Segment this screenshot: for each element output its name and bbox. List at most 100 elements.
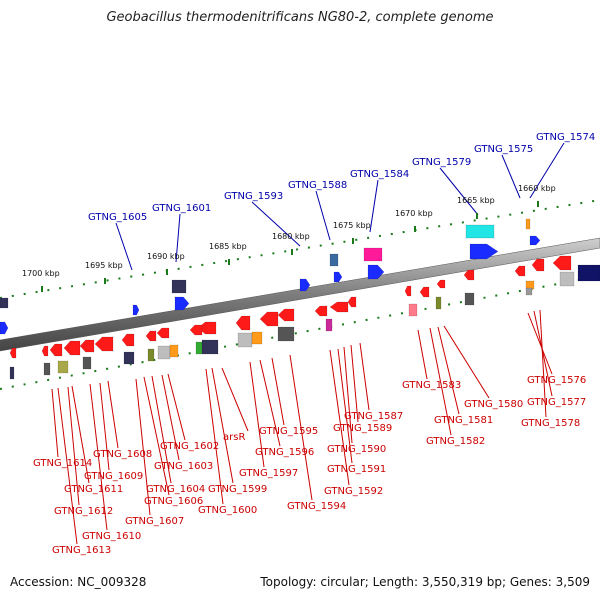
gene-feature[interactable]: [329, 301, 349, 313]
gene-feature[interactable]: [367, 264, 385, 280]
gene-feature[interactable]: [237, 332, 253, 348]
gene-feature[interactable]: [121, 333, 135, 347]
gene-feature[interactable]: [147, 348, 155, 362]
gene-feature[interactable]: [329, 253, 339, 267]
gene-feature[interactable]: [435, 296, 442, 310]
gene-feature[interactable]: [525, 218, 531, 230]
gene-feature[interactable]: [251, 331, 263, 345]
gene-label[interactable]: GTNG_1606: [144, 496, 203, 507]
gene-feature[interactable]: [57, 360, 69, 374]
gene-label[interactable]: GTNG_1611: [64, 484, 123, 495]
gene-label[interactable]: GTNG_1610: [82, 531, 141, 542]
gene-feature[interactable]: [277, 326, 295, 342]
gene-label[interactable]: GTNG_1579: [412, 157, 471, 168]
kbp-tick-label: 1670 kbp: [395, 209, 433, 218]
gene-feature[interactable]: [0, 321, 9, 335]
gene-label[interactable]: GTNG_1607: [125, 516, 184, 527]
gene-label[interactable]: GTNG_1577: [527, 397, 586, 408]
gene-feature[interactable]: [314, 305, 328, 317]
gene-label[interactable]: GTNG_1589: [333, 423, 392, 434]
gene-feature[interactable]: [333, 271, 343, 283]
gene-feature[interactable]: [529, 235, 541, 246]
gene-label[interactable]: GTNG_1600: [198, 505, 257, 516]
gene-feature[interactable]: [9, 347, 17, 359]
gene-feature[interactable]: [408, 303, 418, 317]
gene-feature[interactable]: [201, 339, 219, 355]
gene-feature[interactable]: [169, 344, 179, 358]
gene-feature[interactable]: [132, 304, 140, 316]
gene-feature[interactable]: [463, 269, 475, 281]
gene-feature[interactable]: [63, 340, 81, 356]
gene-feature[interactable]: [469, 243, 499, 260]
gene-feature[interactable]: [0, 297, 9, 309]
gene-label[interactable]: GTNG_1609: [84, 471, 143, 482]
gene-feature[interactable]: [43, 362, 51, 376]
gene-feature[interactable]: [157, 345, 171, 360]
gene-feature[interactable]: [82, 356, 92, 370]
gene-feature[interactable]: [41, 345, 49, 357]
gene-feature[interactable]: [145, 330, 157, 342]
gene-label[interactable]: GTNG_1593: [224, 191, 283, 202]
gene-label[interactable]: GTNG_1602: [160, 441, 219, 452]
gene-label[interactable]: GTNG_1614: [33, 458, 92, 469]
gene-label[interactable]: GTNG_1595: [259, 426, 318, 437]
gene-feature[interactable]: [189, 324, 203, 336]
gene-label[interactable]: GTNG_1604: [146, 484, 205, 495]
gene-feature[interactable]: [174, 296, 190, 311]
gene-feature[interactable]: [577, 264, 600, 282]
gene-feature[interactable]: [79, 339, 95, 353]
gene-feature[interactable]: [514, 265, 526, 277]
gene-label[interactable]: arsR: [223, 432, 245, 443]
gene-label[interactable]: GTNG_1596: [255, 447, 314, 458]
gene-label[interactable]: GTNG_1590: [327, 444, 386, 455]
gene-label[interactable]: GTNG_1592: [324, 486, 383, 497]
gene-feature[interactable]: [525, 287, 533, 296]
gene-label[interactable]: GTNG_1584: [350, 169, 409, 180]
gene-label[interactable]: GTNG_1603: [154, 461, 213, 472]
gene-feature[interactable]: [436, 279, 446, 289]
gene-label[interactable]: GTNG_1608: [93, 449, 152, 460]
gene-feature[interactable]: [464, 292, 475, 306]
gene-feature[interactable]: [404, 285, 412, 297]
gene-label[interactable]: GTNG_1578: [521, 418, 580, 429]
gene-feature[interactable]: [299, 278, 311, 292]
gene-feature[interactable]: [94, 336, 114, 352]
gene-feature[interactable]: [363, 247, 383, 262]
accession-text: Accession: NC_009328: [10, 575, 147, 589]
gene-feature[interactable]: [552, 255, 572, 271]
gene-label[interactable]: GTNG_1580: [464, 399, 523, 410]
gene-label[interactable]: GTNG_1612: [54, 506, 113, 517]
gene-feature[interactable]: [325, 318, 333, 332]
gene-feature[interactable]: [171, 279, 187, 294]
gene-feature[interactable]: [195, 341, 203, 355]
gene-feature[interactable]: [525, 280, 535, 290]
gene-label[interactable]: GTNG_1597: [239, 468, 298, 479]
gene-label[interactable]: GTNG_1594: [287, 501, 346, 512]
gene-feature[interactable]: [235, 315, 251, 331]
gene-feature[interactable]: [419, 286, 430, 298]
gene-label[interactable]: GTNG_1583: [402, 380, 461, 391]
gene-label[interactable]: GTNG_1575: [474, 144, 533, 155]
gene-label[interactable]: GTNG_1601: [152, 203, 211, 214]
gene-feature[interactable]: [49, 343, 63, 357]
gene-label[interactable]: GTNG_1576: [527, 375, 586, 386]
gene-label[interactable]: GTNG_1588: [288, 180, 347, 191]
gene-label[interactable]: GTNG_1605: [88, 212, 147, 223]
gene-feature[interactable]: [9, 366, 15, 380]
gene-feature[interactable]: [531, 258, 545, 272]
gene-feature[interactable]: [347, 296, 357, 308]
gene-feature[interactable]: [123, 351, 135, 365]
gene-feature[interactable]: [559, 271, 575, 287]
gene-feature[interactable]: [259, 311, 279, 327]
gene-label[interactable]: GTNG_1581: [434, 415, 493, 426]
gene-feature[interactable]: [465, 224, 495, 239]
gene-feature[interactable]: [156, 327, 170, 339]
gene-label[interactable]: GTNG_1591: [327, 464, 386, 475]
gene-label[interactable]: GTNG_1599: [208, 484, 267, 495]
leader-line: [175, 213, 181, 263]
gene-feature[interactable]: [277, 308, 295, 322]
gene-label[interactable]: GTNG_1574: [536, 132, 595, 143]
gene-label[interactable]: GTNG_1613: [52, 545, 111, 556]
gene-label[interactable]: GTNG_1582: [426, 436, 485, 447]
gene-label[interactable]: GTNG_1587: [344, 411, 403, 422]
